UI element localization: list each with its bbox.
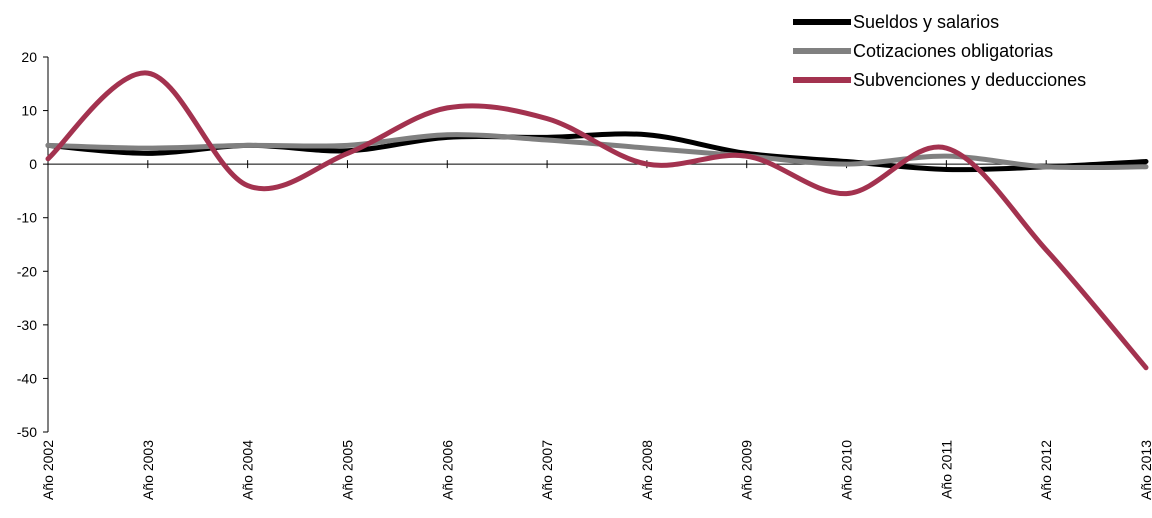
y-tick-label: -10 [17,210,37,226]
x-tick-label: Año 2012 [1038,440,1054,500]
x-tick-label: Año 2006 [439,440,455,500]
axes [47,57,1146,432]
series-line-subvenciones-y-deducciones [45,70,1149,371]
legend-label: Cotizaciones obligatorias [853,41,1053,61]
x-tick-label: Año 2004 [240,440,256,500]
series-lines [45,70,1149,371]
x-tick-label: Año 2007 [539,440,555,500]
y-tick-label: -30 [17,317,37,333]
x-tick-label: Año 2009 [739,440,755,500]
legend: Sueldos y salarios Cotizaciones obligator… [793,12,1086,90]
y-tick-label: 20 [21,49,37,65]
x-tick-label: Año 2003 [140,440,156,500]
x-tick-label: Año 2011 [938,440,954,499]
x-tick-label: Año 2013 [1138,440,1152,500]
x-ticks: Año 2002 Año 2003 Año 2004 Año 2005 Año 2006… [40,160,1152,500]
x-tick-label: Año 2005 [339,440,355,500]
x-tick-label: Año 2008 [639,440,655,500]
y-tick-label: 0 [29,156,37,172]
y-tick-label: 10 [21,103,37,119]
legend-label: Sueldos y salarios [853,12,999,32]
y-tick-label: -50 [17,424,37,440]
y-tick-label: -40 [17,370,37,386]
x-tick-label: Año 2002 [40,440,56,500]
y-tick-label: -20 [17,263,37,279]
x-tick-label: Año 2010 [839,440,855,500]
y-ticks: 20 10 0 -10 -20 -30 -40 -50 [17,49,48,440]
legend-label: Subvenciones y deducciones [853,70,1086,90]
